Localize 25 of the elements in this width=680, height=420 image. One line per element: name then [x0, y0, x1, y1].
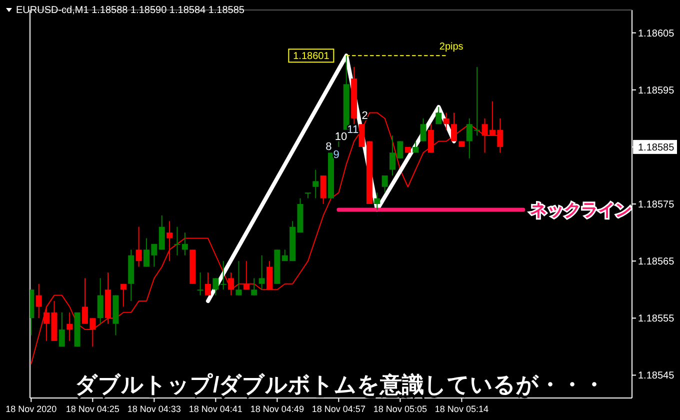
y-tick-label: 1.18605	[638, 28, 675, 40]
annotation: 11	[347, 124, 359, 136]
annotation: 8	[326, 141, 332, 153]
y-tick-label: 1.18575	[638, 200, 675, 210]
chart-title: EURUSD-cd,M1 1.18588 1.18590 1.18584 1.18585	[16, 5, 245, 16]
x-tick-label: 18 Nov 2020	[6, 404, 57, 414]
y-tick-label: 1.18585	[638, 142, 675, 154]
annotation: 9	[333, 149, 340, 161]
x-tick-label: 18 Nov 05:05	[373, 404, 427, 414]
annotation: 2	[362, 110, 368, 122]
x-tick-label: 18 Nov 04:57	[312, 404, 366, 414]
annotation: 10	[334, 131, 348, 143]
annotation: 2pips	[439, 42, 464, 53]
x-tick-label: 18 Nov 04:25	[66, 404, 120, 414]
y-tick-label: 1.18545	[638, 370, 675, 382]
y-tick-label: 1.18595	[638, 85, 675, 96]
annotation: 1.18601	[293, 51, 330, 62]
annotation: ダブルトップ/ダブルボトムを意識しているが・・・	[74, 372, 606, 397]
x-tick-label: 18 Nov 05:14	[434, 404, 488, 414]
x-tick-label: 18 Nov 04:41	[188, 404, 242, 414]
y-tick-label: 1.18565	[638, 256, 675, 268]
x-tick-label: 18 Nov 04:49	[250, 404, 304, 414]
x-tick-label: 18 Nov 04:33	[127, 404, 181, 414]
series-label: ネックライン	[530, 200, 632, 220]
y-tick-label: 1.18555	[638, 314, 675, 325]
